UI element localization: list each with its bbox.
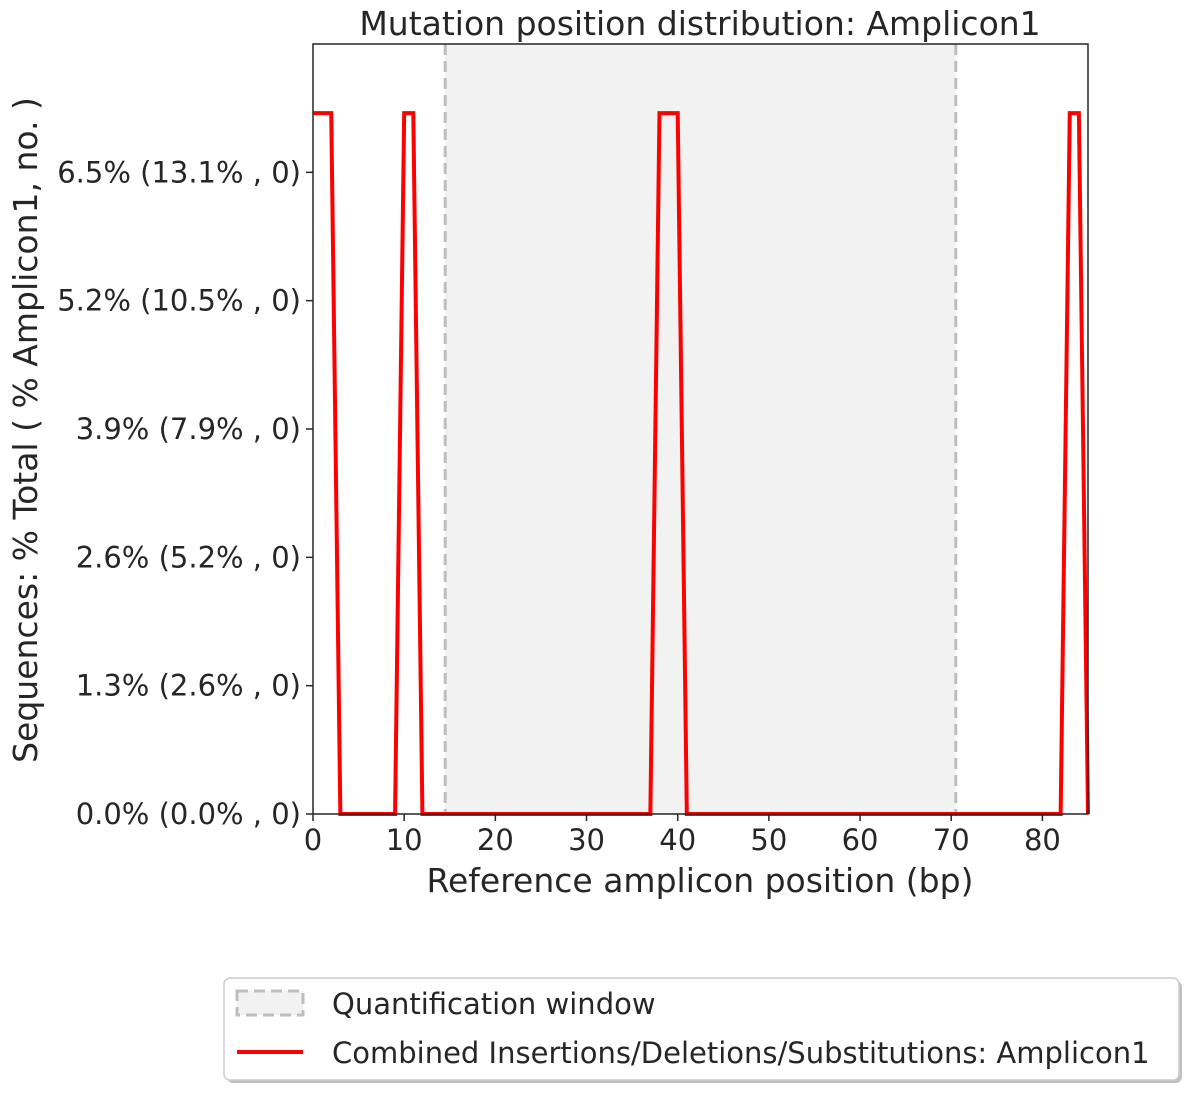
y-tick-label: 0.0% (0.0% , 0): [76, 797, 301, 831]
y-tick-label: 2.6% (5.2% , 0): [76, 540, 301, 574]
legend-window-label: Quantification window: [332, 987, 656, 1021]
x-tick-label: 80: [1024, 823, 1061, 857]
x-tick-label: 60: [842, 823, 879, 857]
legend-window-swatch: [235, 989, 305, 1017]
y-axis: 0.0% (0.0% , 0) 1.3% (2.6% , 0) 2.6% (5.2%…: [57, 155, 313, 831]
legend-box: [223, 977, 1180, 1081]
plot-area: [312, 43, 1090, 816]
x-tick-label: 20: [477, 823, 514, 857]
x-axis-label: Reference amplicon position (bp): [427, 861, 974, 900]
y-tick-label: 6.5% (13.1% , 0): [57, 155, 301, 189]
y-tick-label: 3.9% (7.9% , 0): [76, 412, 301, 446]
x-tick-label: 40: [659, 823, 696, 857]
y-tick-label: 5.2% (10.5% , 0): [57, 284, 301, 318]
y-tick-label: 1.3% (2.6% , 0): [76, 669, 301, 703]
legend: Quantification window Combined Insertion…: [223, 977, 1182, 1083]
legend-series-label: Combined Insertions/Deletions/Substituti…: [332, 1036, 1150, 1070]
x-tick-label: 10: [386, 823, 423, 857]
x-tick-label: 30: [568, 823, 605, 857]
y-axis-label: Sequences: % Total ( % Amplicon1, no. ): [6, 97, 45, 763]
x-tick-label: 50: [750, 823, 787, 857]
x-axis: 0 10 20 30 40 50 60 70 80: [304, 814, 1061, 857]
quantification-window-band: [445, 44, 956, 814]
x-tick-label: 70: [933, 823, 970, 857]
x-tick-label: 0: [304, 823, 322, 857]
chart-title: Mutation position distribution: Amplicon…: [359, 4, 1040, 43]
